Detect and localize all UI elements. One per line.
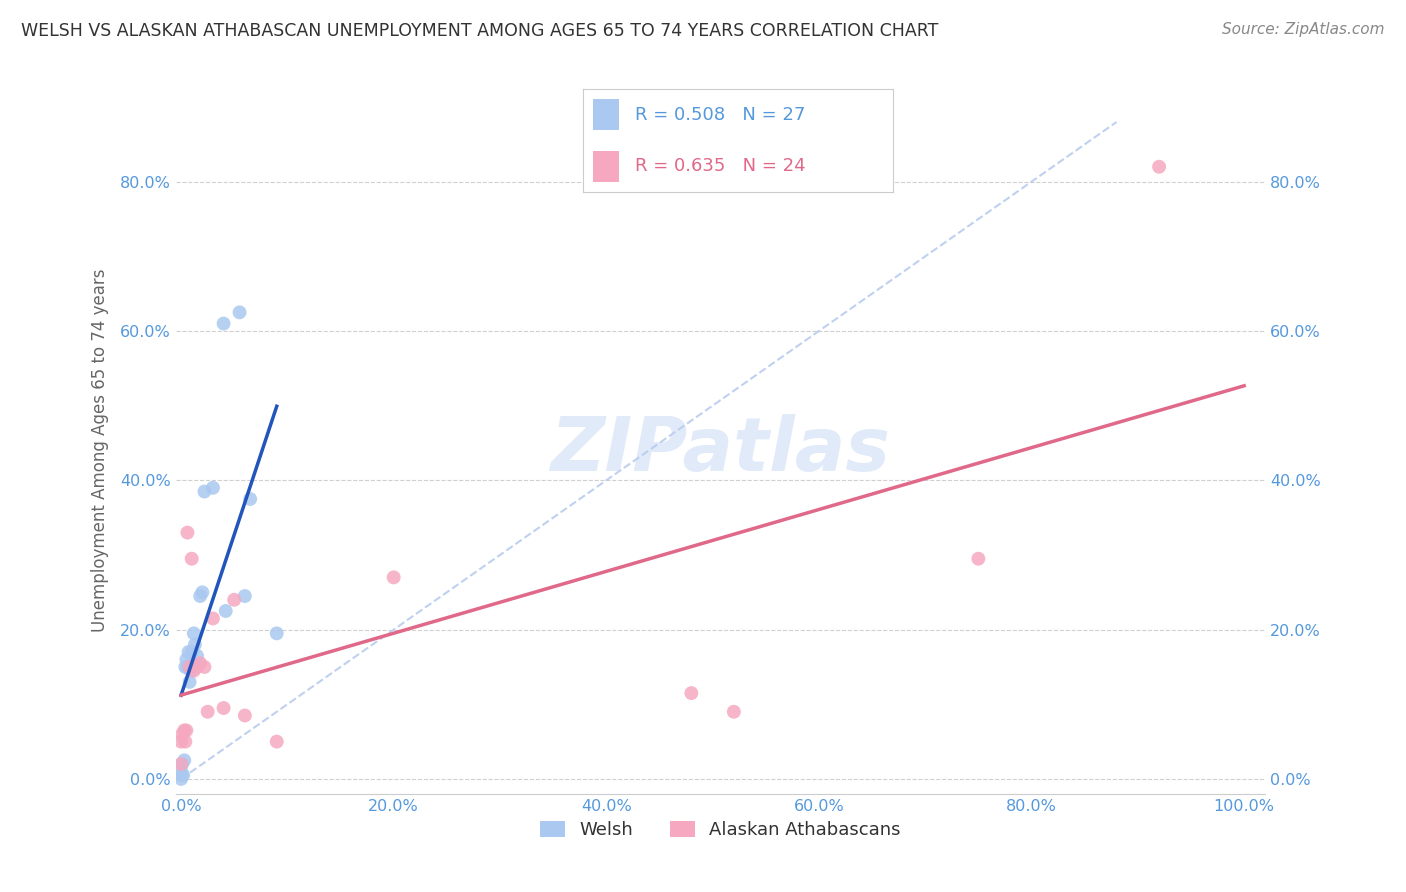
FancyBboxPatch shape — [593, 99, 619, 130]
Text: Source: ZipAtlas.com: Source: ZipAtlas.com — [1222, 22, 1385, 37]
Point — [170, 768, 193, 782]
Point — [201, 481, 224, 495]
Point — [186, 660, 208, 674]
Text: ZIPatlas: ZIPatlas — [551, 414, 890, 487]
Point — [179, 660, 201, 674]
Point — [179, 674, 201, 689]
Point — [212, 317, 235, 331]
Point — [183, 626, 205, 640]
Point — [176, 525, 198, 540]
Point — [172, 727, 194, 741]
Point — [180, 664, 202, 678]
Point — [184, 638, 207, 652]
Text: R = 0.635   N = 24: R = 0.635 N = 24 — [634, 157, 806, 175]
Point — [1147, 160, 1170, 174]
Point — [170, 734, 193, 748]
Point — [233, 589, 256, 603]
FancyBboxPatch shape — [593, 151, 619, 181]
Point — [176, 660, 198, 674]
Point — [174, 660, 197, 674]
Point — [180, 645, 202, 659]
Point — [681, 686, 703, 700]
Point — [233, 708, 256, 723]
Point — [266, 734, 288, 748]
Point — [193, 660, 215, 674]
Text: WELSH VS ALASKAN ATHABASCAN UNEMPLOYMENT AMONG AGES 65 TO 74 YEARS CORRELATION C: WELSH VS ALASKAN ATHABASCAN UNEMPLOYMENT… — [21, 22, 938, 40]
Point — [180, 551, 202, 566]
Point — [170, 764, 193, 779]
Point — [170, 757, 193, 772]
Point — [176, 652, 198, 666]
Point — [239, 491, 262, 506]
Point — [173, 723, 195, 738]
Point — [228, 305, 250, 319]
Point — [172, 757, 194, 772]
Point — [967, 551, 990, 566]
Point — [173, 753, 195, 767]
Point — [183, 664, 205, 678]
Point — [382, 570, 405, 584]
Point — [172, 768, 194, 782]
Point — [197, 705, 219, 719]
Point — [193, 484, 215, 499]
Point — [177, 645, 200, 659]
Point — [266, 626, 288, 640]
Point — [174, 734, 197, 748]
Point — [224, 592, 246, 607]
Point — [201, 611, 224, 625]
Point — [723, 705, 745, 719]
Legend: Welsh, Alaskan Athabascans: Welsh, Alaskan Athabascans — [533, 814, 908, 847]
Point — [212, 701, 235, 715]
Point — [170, 772, 193, 786]
Y-axis label: Unemployment Among Ages 65 to 74 years: Unemployment Among Ages 65 to 74 years — [91, 268, 108, 632]
Point — [176, 723, 198, 738]
Point — [191, 585, 214, 599]
Point — [188, 589, 211, 603]
Point — [188, 657, 211, 671]
Point — [186, 648, 208, 663]
Point — [215, 604, 238, 618]
Text: R = 0.508   N = 27: R = 0.508 N = 27 — [634, 106, 804, 124]
Point — [180, 657, 202, 671]
